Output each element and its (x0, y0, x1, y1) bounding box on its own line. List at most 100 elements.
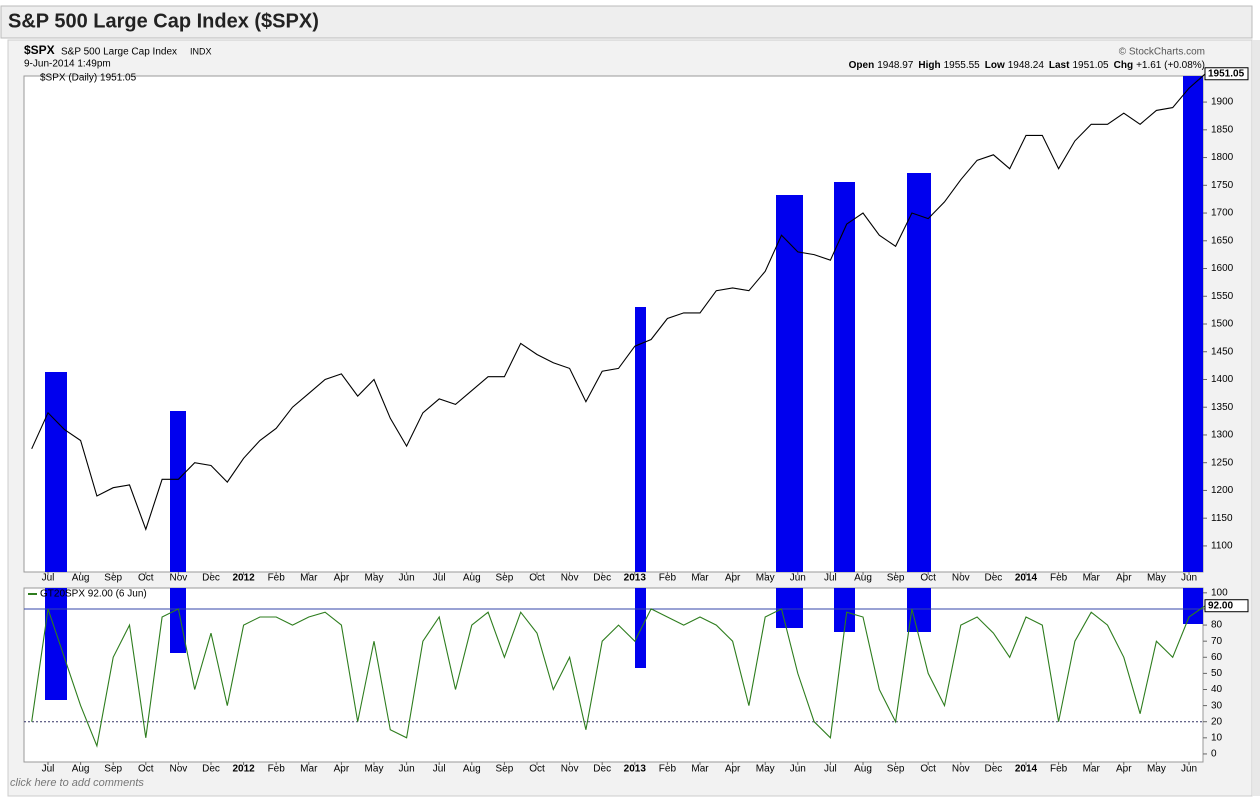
y-tick-label: 1450 (1211, 346, 1234, 357)
exchange: INDX (190, 46, 212, 56)
quote-label: Low (985, 60, 1005, 71)
highlight (1183, 76, 1203, 572)
x-tick-label: Aug (854, 573, 872, 584)
highlight (45, 588, 67, 700)
legend-entry: GT20SPX 92.00 (6 Jun) (40, 589, 147, 600)
x-tick-label: Feb (659, 764, 677, 775)
y-tick-label: 1600 (1211, 263, 1234, 274)
quote-label: Last (1049, 60, 1070, 71)
title-bar (0, 5, 1253, 39)
x-tick-label: Nov (952, 573, 970, 584)
date: 9-Jun-2014 1:49pm (24, 59, 111, 70)
highlight (170, 588, 186, 653)
y-tick-label: 1100 (1211, 541, 1233, 552)
x-tick-label: Nov (952, 764, 970, 775)
scrollbar (1253, 40, 1260, 796)
x-tick-label: Jun (399, 573, 415, 584)
x-tick-label: Sep (496, 764, 514, 775)
oscillator-plot (23, 587, 1204, 763)
x-tick-label: Jun (790, 764, 806, 775)
last-value-tag (1204, 67, 1249, 81)
x-tick-label: Apr (1116, 764, 1132, 775)
x-tick-label: May (365, 764, 384, 775)
quote-value: 1948.97 (877, 60, 914, 71)
x-tick-label: Sep (887, 764, 905, 775)
y-tick-label: 1200 (1211, 485, 1234, 496)
series-line (31, 605, 1206, 748)
x-tick-label: Apr (1116, 573, 1132, 584)
y-tick-label: 100 (1211, 587, 1228, 598)
x-tick-label: Jul (42, 764, 55, 775)
quote-value: +1.61 (+0.08%) (1136, 60, 1205, 71)
y-tick-label: 1650 (1211, 235, 1234, 246)
y-tick-label: 1400 (1211, 374, 1234, 385)
x-tick-label: Jul (433, 573, 446, 584)
highlight (635, 588, 646, 668)
highlight (776, 195, 803, 572)
x-tick-label: Aug (72, 573, 90, 584)
x-tick-label: Mar (300, 573, 318, 584)
x-tick-label: Sep (496, 573, 514, 584)
quote-label: Open (849, 60, 875, 71)
source: © StockCharts.com (1119, 47, 1205, 58)
x-tick-label: Nov (561, 573, 579, 584)
x-tick-label: Sep (104, 764, 122, 775)
highlight (834, 182, 855, 572)
y-tick-label: 1850 (1211, 124, 1234, 135)
x-tick-label: Feb (1050, 573, 1068, 584)
x-tick-label: 2014 (1015, 764, 1038, 775)
quote-value: 1955.55 (944, 60, 981, 71)
y-tick-label: 60 (1211, 652, 1223, 663)
x-tick-label: Oct (920, 764, 936, 775)
x-tick-label: Jul (42, 573, 55, 584)
x-tick-label: Jul (433, 764, 446, 775)
quote-label: High (918, 60, 940, 71)
x-tick-label: Feb (659, 573, 677, 584)
x-tick-label: Mar (691, 573, 709, 584)
x-tick-label: Nov (561, 764, 579, 775)
highlight (907, 588, 931, 632)
x-tick-label: Oct (138, 764, 154, 775)
x-tick-label: Oct (529, 573, 545, 584)
x-tick-label: Mar (300, 764, 318, 775)
x-tick-label: Oct (138, 573, 154, 584)
last-value-tag (1204, 599, 1249, 613)
x-tick-label: Jun (1181, 573, 1197, 584)
x-tick-label: Dec (985, 573, 1003, 584)
x-tick-label: Jul (824, 573, 837, 584)
y-tick-label: 1550 (1211, 291, 1234, 302)
y-tick-label: 1150 (1211, 513, 1233, 524)
y-tick-label: 1350 (1211, 402, 1234, 413)
y-tick-label: 1700 (1211, 208, 1234, 219)
x-tick-label: May (1147, 764, 1166, 775)
x-tick-label: Oct (529, 764, 545, 775)
x-tick-label: Apr (725, 573, 741, 584)
y-tick-label: 1800 (1211, 152, 1234, 163)
x-tick-label: Mar (1083, 764, 1101, 775)
x-tick-label: Mar (691, 764, 709, 775)
x-tick-label: Jul (824, 764, 837, 775)
x-tick-label: 2012 (232, 573, 255, 584)
x-tick-label: Mar (1083, 573, 1101, 584)
x-tick-label: Nov (170, 764, 188, 775)
x-tick-label: Apr (334, 573, 350, 584)
last-value-label: 92.00 (1208, 600, 1233, 611)
quote-line: Open 1948.97 High 1955.55 Low 1948.24 Last 1951… (849, 60, 1205, 71)
comment-link[interactable]: click here to add comments (10, 777, 144, 789)
x-tick-label: Feb (1050, 764, 1068, 775)
x-tick-label: Aug (854, 764, 872, 775)
page-title: S&P 500 Large Cap Index ($SPX) (8, 10, 319, 32)
highlight (1183, 588, 1203, 624)
y-tick-label: 40 (1211, 684, 1223, 695)
x-tick-label: Apr (334, 764, 350, 775)
last-value-label: 1951.05 (1208, 68, 1245, 79)
y-tick-label: 80 (1211, 620, 1223, 631)
highlight (635, 307, 646, 572)
y-tick-label: 1500 (1211, 319, 1234, 330)
x-tick-label: Dec (202, 764, 220, 775)
quote-value: 1948.24 (1008, 60, 1045, 71)
symbol: $SPX (24, 43, 55, 57)
y-tick-label: 0 (1211, 749, 1217, 760)
y-tick-label: 30 (1211, 700, 1223, 711)
